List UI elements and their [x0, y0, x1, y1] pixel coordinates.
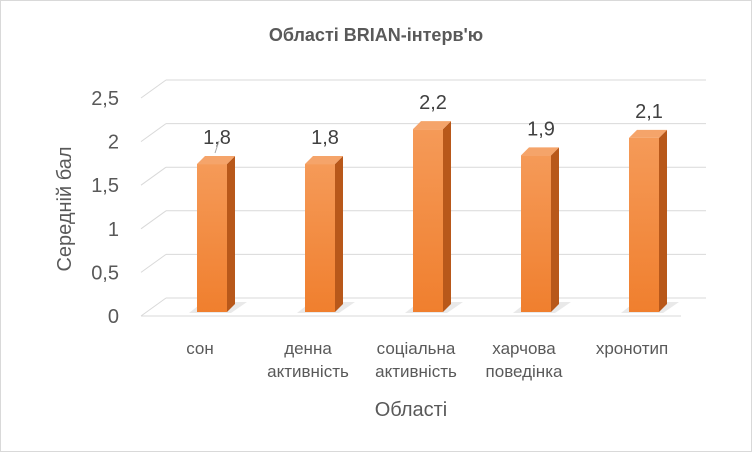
- y-tick-label: 0: [108, 306, 119, 328]
- gridline-diagonal: [140, 166, 167, 186]
- bar: [297, 156, 355, 313]
- x-tick-label: соціальна активність: [375, 339, 457, 381]
- x-axis-title: Області: [375, 399, 448, 421]
- data-label: 2,1: [635, 101, 663, 123]
- gridline-diagonal: [140, 210, 167, 230]
- bars: [189, 121, 679, 313]
- leader-line: [214, 140, 220, 154]
- data-label: 2,2: [419, 92, 447, 114]
- gridline-diagonal: [140, 123, 167, 143]
- bar: [513, 147, 571, 313]
- y-tick-label: 1,5: [91, 175, 119, 197]
- bar-top: [413, 121, 451, 130]
- bar-top: [305, 156, 343, 165]
- bar-top: [197, 156, 235, 165]
- y-axis-title: Середній бал: [54, 146, 76, 271]
- chart-title: Області BRIAN-інтерв'ю: [269, 25, 483, 45]
- gridline-diagonal: [140, 253, 167, 273]
- bar: [405, 121, 463, 313]
- y-tick-label: 0,5: [91, 262, 119, 284]
- bar-side: [551, 147, 559, 312]
- bar-side: [335, 156, 343, 312]
- x-tick-label: сон: [186, 339, 214, 358]
- data-labels: 1,8 1,8 2,2 1,9 2,1: [203, 92, 663, 154]
- bar-top: [629, 129, 667, 138]
- data-label: 1,8: [311, 127, 339, 149]
- data-label: 1,9: [527, 118, 555, 140]
- y-tick-labels: 0 0,5 1 1,5 2 2,5: [91, 88, 119, 328]
- bar-top: [521, 147, 559, 156]
- bar-front: [629, 137, 659, 312]
- bar: [621, 129, 679, 313]
- bar-side: [227, 156, 235, 312]
- bar-front: [305, 164, 335, 312]
- y-tick-label: 2: [108, 132, 119, 154]
- y-tick-label: 1: [108, 219, 119, 241]
- bar: [189, 156, 247, 313]
- gridline-diagonal: [140, 297, 167, 317]
- x-tick-label: денна активність: [267, 339, 349, 381]
- bar-side: [659, 129, 667, 312]
- bar-side: [443, 121, 451, 312]
- x-tick-label: харчова поведінка: [486, 339, 563, 381]
- data-label: 1,8: [203, 127, 231, 149]
- bar-front: [197, 164, 227, 312]
- gridline-diagonal: [140, 79, 167, 99]
- bar-front: [413, 129, 443, 312]
- x-tick-label: хронотип: [596, 339, 668, 358]
- x-tick-labels: сон денна активність соціальна активність хар…: [186, 339, 668, 381]
- bar-front: [521, 155, 551, 312]
- y-tick-label: 2,5: [91, 88, 119, 110]
